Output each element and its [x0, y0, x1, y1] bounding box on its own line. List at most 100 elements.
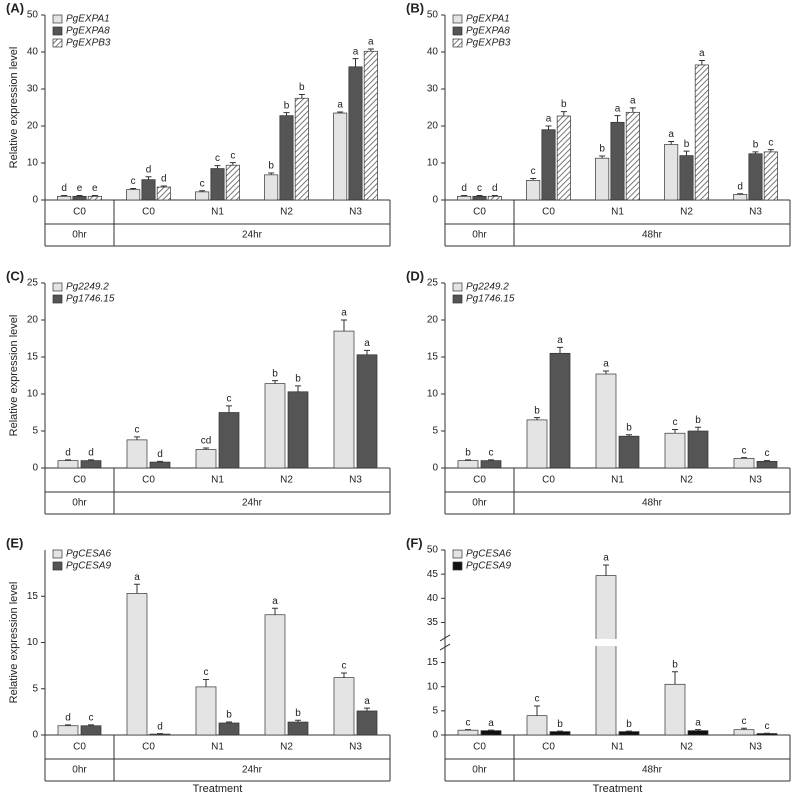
legend-label: PgCESA9 [466, 561, 511, 572]
legend-swatch [52, 549, 63, 559]
y-tick-label: 10 [27, 158, 39, 169]
x-axis-label: Treatment [193, 783, 243, 795]
significance-letter: c [672, 417, 677, 428]
significance-letter: d [157, 449, 163, 460]
significance-letter: c [534, 694, 539, 705]
error-bar [668, 141, 675, 145]
error-bar [88, 724, 95, 726]
legend-swatch [452, 38, 463, 48]
error-bar [364, 349, 371, 355]
legend-swatch [452, 549, 463, 559]
error-bar [295, 385, 302, 392]
error-bar [464, 459, 471, 461]
y-tick-label: 5 [432, 705, 438, 716]
significance-letter: b [561, 99, 567, 110]
legend-label: PgEXPA8 [66, 26, 110, 37]
significance-letter: a [546, 114, 552, 125]
error-bar [133, 583, 140, 594]
axis-break-mark [439, 634, 451, 651]
bar [287, 721, 309, 736]
error-bar [740, 727, 747, 730]
y-tick-label: 15 [427, 352, 439, 363]
error-bar [340, 672, 347, 678]
y-tick-label: 15 [27, 352, 39, 363]
legend-swatch [52, 294, 63, 304]
error-bar [157, 460, 164, 463]
y-tick-label: 10 [27, 637, 39, 648]
significance-letter: b [626, 422, 632, 433]
bar [664, 144, 679, 201]
x-tick-label: N3 [349, 475, 362, 486]
group-label: 48hr [642, 230, 663, 241]
bar [595, 575, 617, 736]
group-label: 0hr [472, 230, 487, 241]
bar [595, 157, 610, 201]
legend-swatch [452, 26, 463, 36]
error-bar [737, 193, 744, 195]
y-tick-label: 0 [32, 463, 38, 474]
bar [80, 725, 102, 736]
error-bar [337, 111, 344, 114]
significance-letter: c [131, 176, 136, 187]
error-bar [76, 195, 83, 197]
legend-swatch [452, 294, 463, 304]
bar [264, 174, 279, 201]
panel-label: (F) [406, 535, 423, 550]
error-bar [614, 115, 621, 123]
bar [141, 179, 156, 201]
significance-letter: c [89, 712, 94, 723]
y-tick-label: 20 [27, 315, 39, 326]
error-bar [160, 185, 167, 188]
bar [195, 686, 217, 736]
significance-letter: c [489, 448, 494, 459]
bar [356, 710, 378, 736]
significance-letter: c [341, 661, 346, 672]
y-tick-label: 20 [427, 315, 439, 326]
group-label: 0hr [72, 498, 87, 509]
y-tick-label: 5 [32, 426, 38, 437]
group-label: 24hr [242, 765, 263, 776]
y-tick-label: 0 [432, 195, 438, 206]
bar [72, 195, 87, 201]
y-tick-label: 20 [427, 121, 439, 132]
significance-letter: a [353, 46, 359, 57]
bar [264, 383, 286, 469]
error-bar [740, 457, 747, 459]
bar [618, 731, 640, 736]
bar [748, 153, 763, 201]
legend-label: Pg1746.15 [466, 294, 515, 305]
error-bar [626, 434, 633, 437]
x-tick-label: N3 [349, 207, 362, 218]
significance-letter: b [599, 144, 605, 155]
x-tick-label: C0 [142, 742, 155, 753]
bar [126, 189, 141, 201]
y-axis-label: Relative expression level [8, 582, 20, 704]
y-tick-label: 50 [427, 10, 439, 21]
significance-letter: a [615, 103, 621, 114]
bar [526, 419, 548, 469]
bar [156, 186, 171, 201]
bar [480, 460, 502, 469]
significance-letter: a [337, 100, 343, 111]
significance-letter: d [65, 712, 71, 723]
y-axis-label: Relative expression level [8, 47, 20, 169]
legend-label: PgEXPB3 [66, 38, 111, 49]
x-tick-label: C0 [473, 742, 486, 753]
bar [210, 168, 225, 201]
significance-letter: b [299, 82, 305, 93]
x-tick-label: C0 [473, 207, 486, 218]
significance-letter: c [741, 445, 746, 456]
y-tick-label: 0 [432, 730, 438, 741]
significance-letter: b [684, 139, 690, 150]
y-tick-label: 40 [427, 47, 439, 58]
y-tick-label: 35 [427, 617, 439, 628]
error-bar [88, 459, 95, 461]
bar [595, 373, 617, 469]
significance-letter: d [65, 448, 71, 459]
group-label: 48hr [642, 498, 663, 509]
significance-letter: d [61, 183, 67, 194]
x-tick-label: N3 [349, 742, 362, 753]
error-bar [629, 107, 636, 113]
group-label: 24hr [242, 498, 263, 509]
significance-letter: a [272, 596, 278, 607]
